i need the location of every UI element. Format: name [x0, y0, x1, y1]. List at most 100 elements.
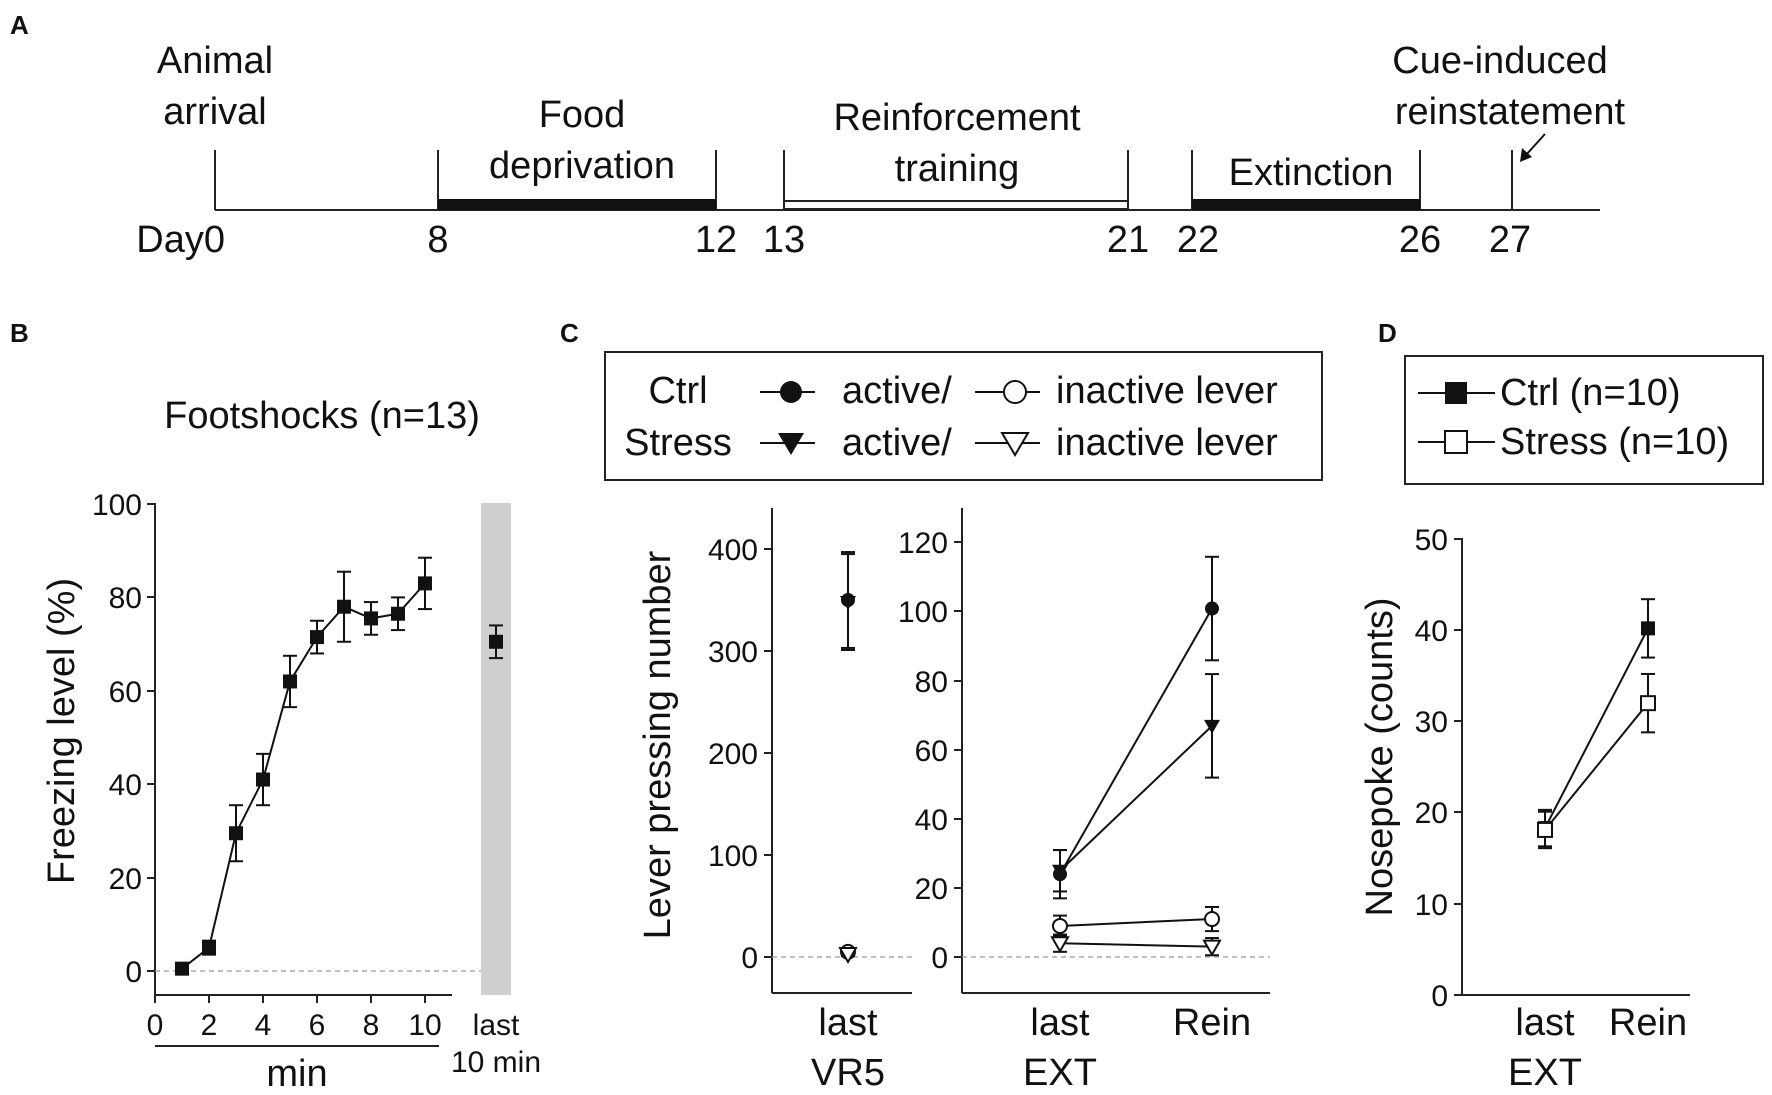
c-right-ctrl-active-lever-point-1 — [1205, 601, 1219, 616]
b-ytick-40: 40 — [109, 769, 155, 802]
phase-reinforcement-line1: Reinforcement — [833, 97, 1081, 139]
b-ytick-0: 0 — [125, 956, 155, 989]
b-xtick-0: 0 — [147, 995, 164, 1042]
d-ytick-10: 10 — [1415, 889, 1462, 922]
b-point-9 — [391, 606, 405, 621]
c-right-stress-inactive-lever-point-1 — [1202, 939, 1222, 957]
d-ytick-0: 0 — [1431, 980, 1462, 1013]
b-xtick-6: 6 — [309, 995, 326, 1042]
c-right-stress-active-lever-line — [1059, 725, 1213, 872]
c-left-ytick-400: 400 — [708, 534, 772, 567]
b-point-2 — [202, 940, 216, 955]
b-point-6 — [310, 630, 324, 645]
d-ytick-label-40: 40 — [1415, 615, 1448, 648]
d-stress-line — [1544, 702, 1649, 831]
day-label-0: Day0 — [136, 219, 225, 261]
c-legend-ctrl-active: active/ — [842, 370, 952, 412]
c-right-ytick-label-100: 100 — [898, 596, 948, 629]
c-right-stress-active-lever-point-0 — [1052, 864, 1068, 879]
panel-b-letter: B — [10, 318, 29, 348]
phase-animal-arrival-line2: arrival — [163, 91, 266, 133]
c-right-ctrl-inactive-lever-point-0 — [1052, 917, 1068, 934]
d-ctrl-point-1 — [1641, 621, 1655, 636]
day-tick-27: 27 — [1489, 219, 1531, 261]
c-right-ytick-120: 120 — [898, 527, 962, 560]
b-ytick-label-60: 60 — [109, 676, 142, 709]
c-right-ctrl-inactive-lever-point-1 — [1204, 911, 1220, 928]
day-tick-21: 21 — [1107, 219, 1149, 261]
c-legend-ctrl: Ctrl — [648, 370, 707, 412]
d-legend-ctrl: Ctrl (n=10) — [1500, 372, 1681, 414]
c-right-ytick-20: 20 — [915, 873, 962, 906]
panel-a: A Animal arrival Food deprivation Reinfo… — [10, 10, 1626, 261]
d-stress-point-1 — [1640, 695, 1656, 712]
c-right-ytick-label-60: 60 — [915, 735, 948, 768]
b-xtick-label-4: 4 — [255, 1009, 272, 1042]
c-legend-ctrl-inactive-marker — [975, 380, 1040, 404]
b-last-label-line2: 10 min — [451, 1046, 541, 1079]
c-right-xtick-rein: Rein — [1173, 1002, 1251, 1044]
day-tick-13: 13 — [763, 219, 805, 261]
d-legend-box — [1404, 355, 1764, 485]
day-tick-8: 8 — [427, 219, 448, 261]
phase-reinstatement-line2: reinstatement — [1395, 91, 1626, 133]
d-ytick-label-10: 10 — [1415, 889, 1448, 922]
b-xtick-label-0: 0 — [147, 1009, 164, 1042]
c-left-ytick-label-0: 0 — [741, 942, 758, 975]
phase-food-deprivation-line2: deprivation — [489, 145, 675, 187]
c-left-xlabel-line1: last — [818, 1002, 878, 1044]
b-xtick-label-2: 2 — [201, 1009, 218, 1042]
b-point-10 — [418, 576, 432, 591]
b-xtick-8: 8 — [363, 995, 379, 1042]
reinstatement-arrow — [1520, 133, 1546, 162]
b-ytick-20: 20 — [109, 863, 155, 896]
c-left-ytick-label-200: 200 — [708, 738, 758, 771]
d-xtick-last: last — [1515, 1002, 1575, 1044]
b-ytick-label-0: 0 — [125, 956, 142, 989]
phase-extinction: Extinction — [1229, 152, 1394, 194]
d-ytick-label-50: 50 — [1415, 524, 1448, 557]
panel-b: B Footshocks (n=13) Freezing level (%) 0… — [10, 318, 541, 1095]
c-right-ytick-60: 60 — [915, 735, 962, 768]
extinction-bar — [1192, 199, 1420, 210]
panel-d: D Ctrl (n=10) Stress (n=10) Nosepoke (co… — [1359, 318, 1764, 1094]
c-left-ytick-0: 0 — [741, 942, 772, 975]
c-right-ytick-0: 0 — [931, 942, 962, 975]
d-ctrl-line — [1544, 627, 1649, 829]
d-ytick-20: 20 — [1415, 797, 1462, 830]
phase-food-deprivation-line1: Food — [539, 94, 626, 136]
c-right-stress-inactive-lever-point-0 — [1050, 936, 1070, 954]
d-ytick-label-30: 30 — [1415, 706, 1448, 739]
c-right-ytick-label-40: 40 — [915, 804, 948, 837]
c-right-ytick-label-120: 120 — [898, 527, 948, 560]
c-right-ctrl-inactive-lever-line — [1059, 918, 1213, 927]
phase-animal-arrival-line1: Animal — [157, 40, 273, 82]
d-ytick-50: 50 — [1415, 524, 1462, 557]
panel-c: C Ctrl Stress active/ inactive lever act… — [560, 318, 1323, 1094]
b-point-4 — [256, 772, 270, 787]
panel-b-ylabel: Freezing level (%) — [41, 578, 83, 884]
panel-a-letter: A — [10, 10, 29, 40]
d-stress-point-0 — [1537, 821, 1553, 838]
day-tick-26: 26 — [1399, 219, 1441, 261]
d-legend-ctrl-marker — [1418, 382, 1495, 404]
d-ytick-label-0: 0 — [1431, 980, 1448, 1013]
panel-c-ylabel: Lever pressing number — [637, 550, 679, 939]
c-right-ytick-80: 80 — [915, 666, 962, 699]
phase-reinforcement-line2: training — [895, 148, 1020, 190]
b-xtick-label-10: 10 — [408, 1009, 441, 1042]
panel-c-letter: C — [560, 318, 579, 348]
b-xtick-2: 2 — [201, 995, 218, 1042]
b-xtick-10: 10 — [408, 995, 442, 1042]
b-point-3 — [229, 826, 243, 841]
c-right-ytick-100: 100 — [898, 596, 962, 629]
b-ytick-60: 60 — [109, 676, 155, 709]
d-ytick-40: 40 — [1415, 615, 1462, 648]
b-point-8 — [364, 611, 378, 626]
c-right-xsub: EXT — [1023, 1052, 1097, 1094]
b-xtick-label-6: 6 — [309, 1009, 326, 1042]
b-ytick-80: 80 — [109, 582, 155, 615]
c-left-ytick-label-400: 400 — [708, 534, 758, 567]
day-tick-22: 22 — [1177, 219, 1219, 261]
b-ytick-label-20: 20 — [109, 863, 142, 896]
